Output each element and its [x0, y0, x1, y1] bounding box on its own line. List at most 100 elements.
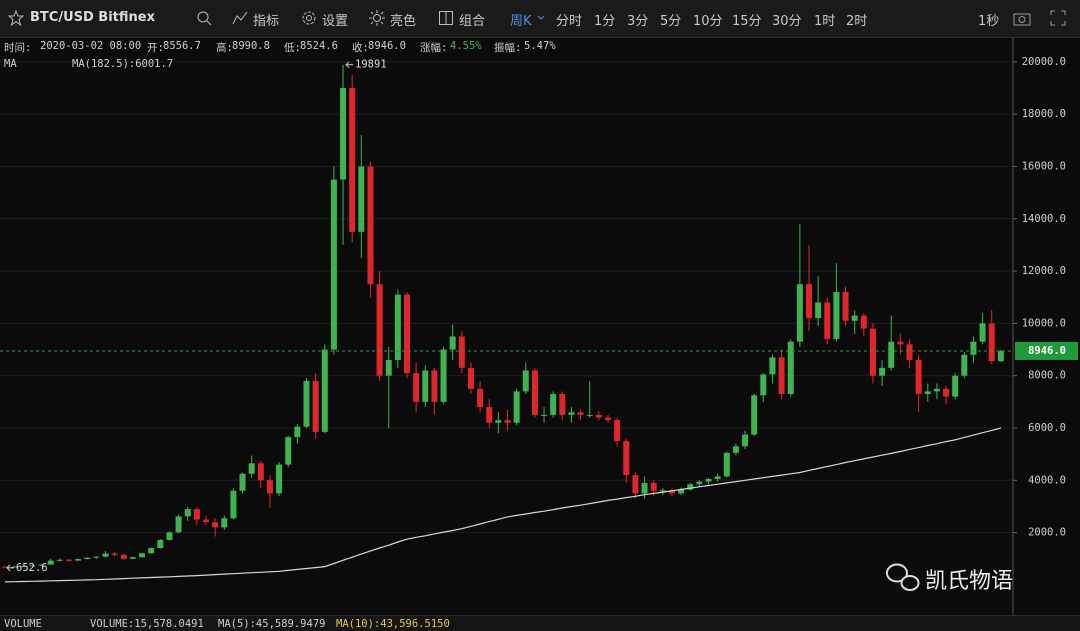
candle-body	[285, 437, 292, 465]
candle-body	[888, 341, 895, 368]
candle-body	[833, 292, 840, 340]
candle-body	[276, 464, 283, 494]
tool[interactable]: 组合	[459, 14, 486, 29]
high-label: 19891	[355, 59, 387, 71]
info-value: 5.47%	[524, 40, 556, 52]
candle-body	[440, 349, 447, 402]
watermark-text: 凯氏物语	[925, 569, 1013, 594]
candle-body	[11, 566, 18, 568]
candle-body	[778, 357, 785, 394]
candle-body	[605, 417, 611, 421]
second[interactable]: 1秒	[978, 14, 1000, 29]
chevron[interactable]	[537, 14, 545, 22]
y-tick-label: 10000.0	[1022, 317, 1066, 329]
candle-body	[340, 88, 347, 180]
tool[interactable]: 设置	[322, 14, 349, 29]
candle-body	[541, 414, 548, 416]
candle-body	[385, 360, 392, 376]
interval[interactable]: 30分	[772, 14, 802, 29]
interval[interactable]: 15分	[732, 14, 762, 29]
candle-body	[449, 336, 456, 350]
candle-body	[742, 434, 749, 447]
candle-body	[486, 407, 493, 423]
candle-body	[84, 557, 91, 560]
candle-body	[29, 565, 36, 567]
symbol[interactable]: BTC/USD Bitfinex	[30, 10, 155, 25]
tool[interactable]: 亮色	[390, 14, 417, 29]
interval[interactable]: 1分	[594, 14, 616, 29]
candle-body	[312, 380, 319, 432]
candle-body	[531, 370, 538, 415]
search-icon[interactable]	[196, 10, 212, 26]
candle-body	[56, 559, 63, 561]
candle-body	[139, 553, 146, 558]
candle-body	[614, 420, 621, 442]
candle-body	[129, 557, 136, 559]
candle-body	[796, 284, 803, 342]
candle-body	[157, 539, 164, 549]
candle-body	[212, 522, 219, 528]
candle-body	[815, 302, 822, 319]
tool[interactable]: 指标	[253, 14, 280, 29]
candle-body	[111, 553, 118, 555]
candle-body	[413, 373, 420, 402]
candle-body	[623, 441, 630, 476]
candle-body	[239, 473, 246, 491]
info-value: 8990.8	[232, 40, 270, 52]
candle-body	[943, 388, 950, 397]
candle-body	[404, 294, 410, 374]
candle-body	[367, 166, 374, 285]
candle-body	[522, 370, 529, 392]
candle-body	[641, 482, 648, 494]
candle-body	[303, 380, 310, 427]
period[interactable]: 周K	[510, 14, 532, 29]
candle-body	[714, 476, 721, 479]
interval[interactable]: 2时	[846, 14, 868, 29]
interval[interactable]: 5分	[660, 14, 682, 29]
candle-body	[376, 284, 383, 376]
interval[interactable]: 分时	[556, 14, 583, 29]
chart: 凯氏物语 2000.0 4000.0 6000.0 8000.0 10000.0 1200…	[0, 37, 1078, 615]
high-arrow-head	[345, 61, 350, 69]
candle-body	[568, 412, 575, 415]
candle-body	[477, 388, 484, 408]
candle-body	[102, 553, 109, 557]
candle-body	[257, 463, 264, 481]
candle-body	[869, 328, 876, 376]
interval[interactable]: 3分	[627, 14, 649, 29]
candle-body	[20, 566, 27, 568]
camera-icon[interactable]	[1013, 10, 1031, 26]
star-icon[interactable]	[8, 10, 24, 26]
settings-icon[interactable]	[301, 10, 317, 26]
candle-body	[467, 367, 474, 389]
candle-body	[650, 482, 657, 491]
candle-body	[961, 354, 968, 376]
candle-body	[678, 489, 685, 494]
info-label: 开:	[147, 42, 164, 54]
indicator-icon[interactable]	[232, 10, 248, 26]
candle-body	[659, 490, 666, 492]
candle-body	[294, 426, 301, 438]
candle-body	[550, 394, 557, 415]
watermark: 凯氏物语	[886, 563, 1013, 594]
info-value: 2020-03-02 08:00	[40, 40, 142, 52]
light-icon[interactable]	[369, 10, 385, 26]
interval[interactable]: 10分	[693, 14, 723, 29]
candle-body	[988, 323, 995, 362]
candle-body	[193, 509, 200, 520]
layout-icon[interactable]	[438, 10, 454, 26]
candle-body	[806, 284, 812, 319]
candle-body	[577, 412, 584, 415]
candle-body	[248, 463, 255, 474]
candle-body	[504, 420, 511, 423]
candle-body	[458, 336, 465, 368]
candle-body	[93, 556, 100, 558]
candle-body	[175, 516, 182, 533]
candle-body	[358, 166, 365, 232]
fullscreen-icon[interactable]	[1050, 10, 1066, 26]
ma-label: MA(182.5):6001.7	[72, 58, 174, 70]
volume-name: VOLUME	[4, 618, 42, 630]
candle-body	[184, 509, 191, 517]
candle-body	[824, 302, 831, 340]
interval[interactable]: 1时	[814, 14, 836, 29]
